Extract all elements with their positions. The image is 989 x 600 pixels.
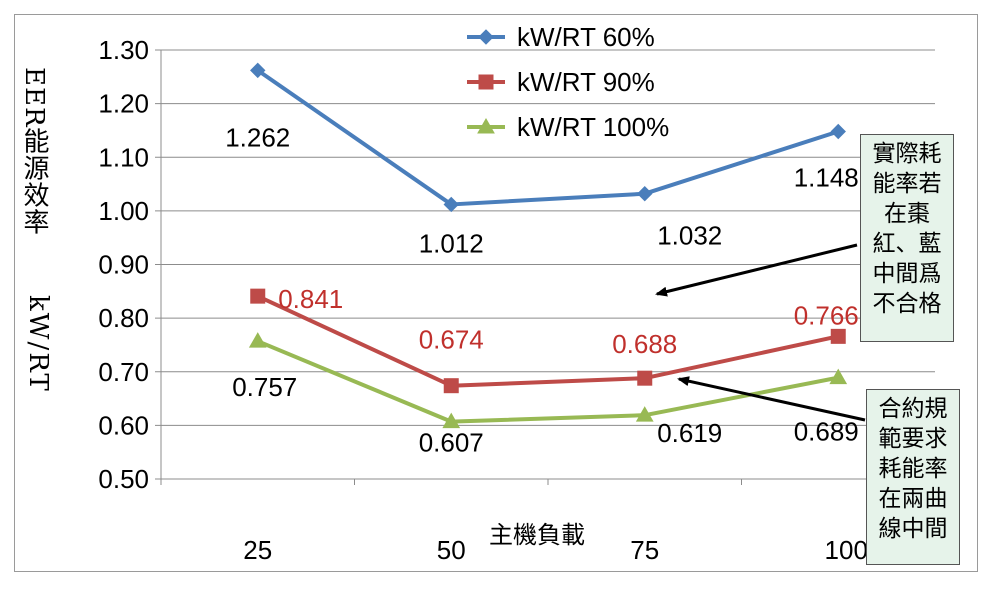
y-tick-label: 1.10: [98, 142, 149, 172]
legend-marker: [478, 29, 494, 45]
annotation-contract-line: 耗能率: [878, 456, 948, 482]
data-label: 0.674: [419, 325, 484, 355]
data-label: 0.619: [657, 418, 722, 448]
data-label: 0.689: [794, 417, 859, 447]
y-tick-label: 0.60: [98, 410, 149, 440]
data-point: [250, 288, 266, 304]
data-point: [443, 196, 459, 213]
data-label: 0.607: [419, 428, 484, 458]
data-label: 1.012: [419, 228, 484, 258]
data-point: [250, 62, 266, 79]
arrow-actual: [655, 243, 858, 297]
legend-label: kW/RT 90%: [517, 67, 655, 97]
annotation-actual-line: 實際耗: [872, 141, 942, 167]
data-label: 1.262: [225, 122, 290, 152]
data-point: [248, 332, 267, 348]
legend-marker: [477, 117, 495, 134]
annotation-actual-line: 不合格: [872, 291, 942, 317]
data-label: 1.148: [794, 163, 859, 193]
data-point: [637, 186, 653, 202]
series-line: [256, 294, 839, 388]
data-point: [829, 368, 848, 385]
data-point: [442, 412, 461, 429]
legend-label: kW/RT 60%: [517, 22, 655, 52]
x-tick-label: 50: [437, 535, 466, 565]
annotation-actual-line: 中間爲: [872, 261, 942, 287]
annotation-actual-line: 在棗: [884, 201, 930, 227]
x-axis-title: 主機負載: [489, 521, 585, 549]
y-tick-label: 0.70: [98, 357, 149, 387]
y-axis-title-1: EER能源效率: [19, 67, 49, 236]
y-tick-label: 1.00: [98, 196, 149, 226]
data-point: [830, 328, 846, 344]
annotation-actual-line: 能率若: [872, 171, 942, 197]
annotation-contract-line: 線中間: [878, 516, 948, 542]
series-line: [256, 68, 839, 207]
arrow-contract: [677, 376, 866, 422]
data-label: 0.688: [612, 329, 677, 359]
y-tick-label: 0.90: [98, 250, 149, 280]
annotation-contract-line: 在兩曲: [878, 486, 948, 512]
y-tick-label: 1.20: [98, 89, 149, 119]
data-point: [637, 370, 653, 386]
chart-frame: 0.50 0.60 0.70 0.80 0.90 1.00 1.10 1.20 1.30 25 50…: [14, 14, 978, 572]
legend-marker: [478, 74, 494, 90]
annotation-contract-line: 範要求: [878, 426, 948, 452]
data-point: [443, 378, 459, 394]
y-tick-label: 0.80: [98, 303, 149, 333]
data-label: 0.757: [232, 372, 297, 402]
series-line: [256, 339, 839, 424]
y-tick-label: 1.30: [98, 35, 149, 65]
x-tick-label: 100: [825, 535, 868, 565]
data-label: 0.841: [278, 284, 343, 314]
annotation-contract-callout: 合約規 範要求 耗能率 在兩曲 線中間: [866, 389, 960, 565]
annotation-contract-line: 合約規: [878, 396, 948, 422]
data-point: [830, 123, 846, 140]
legend-label: kW/RT 100%: [517, 112, 669, 142]
data-point: [635, 406, 654, 422]
x-tick-label: 75: [630, 535, 659, 565]
line-chart: 0.50 0.60 0.70 0.80 0.90 1.00 1.10 1.20 1.30 25 50…: [98, 22, 936, 565]
y-axis-title-2: kW/RT: [23, 295, 53, 393]
data-label: 0.766: [794, 300, 859, 330]
data-label: 1.032: [657, 221, 722, 251]
x-tick-label: 25: [243, 535, 272, 565]
annotation-actual-callout: 實際耗 能率若 在棗 紅、藍 中間爲 不合格: [860, 134, 954, 342]
y-tick-label: 0.50: [98, 464, 149, 494]
annotation-actual-line: 紅、藍: [872, 231, 942, 257]
